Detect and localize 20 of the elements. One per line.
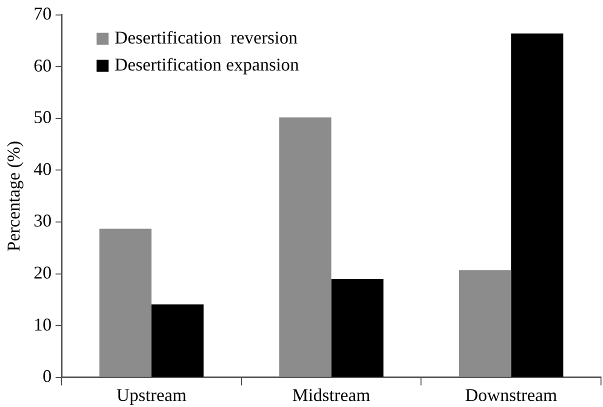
bar [511,33,564,377]
bar [279,117,332,377]
legend-label: Desertification expansion [114,54,300,75]
y-axis-title: Percentage (%) [4,140,24,252]
x-tick-label: Upstream [116,384,186,405]
y-tick-label: 70 [34,4,52,24]
y-tick-label: 0 [42,366,52,386]
x-tick-label: Midstream [292,384,370,405]
y-tick-label: 60 [34,55,52,76]
y-tick-label: 50 [34,107,52,128]
y-tick-label: 20 [34,262,52,283]
y-tick-label: 30 [34,210,52,231]
y-tick-label: 40 [34,158,52,179]
x-tick-label: Downstream [465,384,558,405]
y-tick-label: 10 [34,314,52,334]
bar [152,304,204,377]
bar [458,270,512,377]
legend-label: Desertification reversion [114,28,298,48]
bar [331,278,384,377]
bar [99,228,152,377]
